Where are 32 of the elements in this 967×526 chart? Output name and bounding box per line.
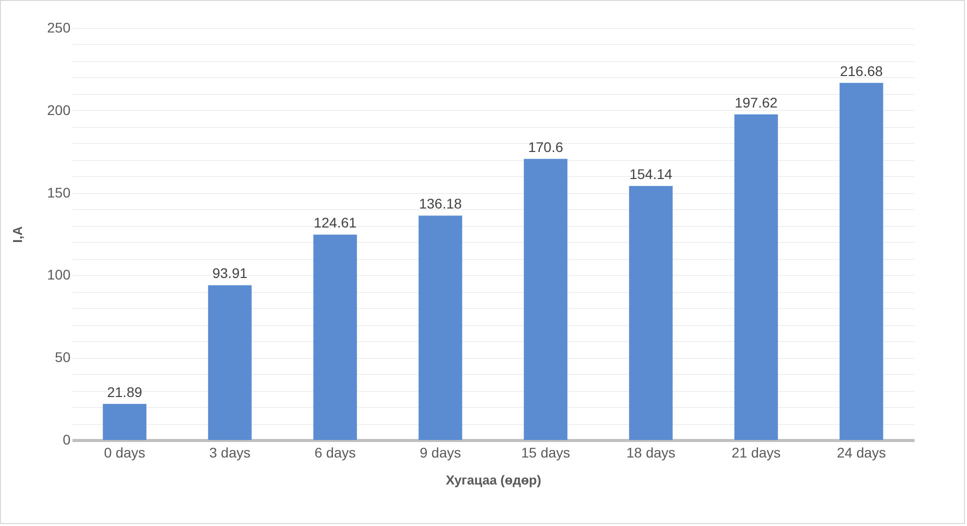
y-tick-label: 150 — [47, 184, 71, 200]
x-tick-label: 9 days — [420, 444, 461, 460]
data-label: 154.14 — [629, 166, 672, 182]
y-tick-label: 100 — [47, 266, 71, 283]
data-label: 21.89 — [107, 384, 142, 400]
x-tick-label: 3 days — [209, 444, 250, 460]
data-label: 93.91 — [212, 265, 248, 282]
x-tick-label: 15 days — [521, 444, 570, 460]
y-tick-label: 50 — [54, 349, 71, 366]
x-tick-label: 24 days — [836, 444, 886, 460]
x-tick-label: 0 days — [104, 444, 146, 460]
x-tick-label: 18 days — [626, 444, 676, 460]
bar — [629, 186, 673, 440]
bar — [208, 285, 252, 440]
bar — [840, 82, 884, 440]
x-tick-label: 21 days — [732, 444, 781, 460]
x-tick-label: 6 days — [314, 444, 356, 460]
data-label: 136.18 — [418, 196, 462, 212]
bar — [313, 234, 357, 440]
y-tick-label: 250 — [47, 20, 71, 36]
bar — [418, 216, 462, 440]
data-label: 216.68 — [840, 62, 883, 79]
data-label: 197.62 — [734, 94, 778, 110]
y-tick-label: 200 — [47, 102, 71, 118]
x-axis-title: Хугацаа (өдөр) — [446, 472, 542, 488]
bar — [524, 158, 568, 440]
data-label: 124.61 — [314, 214, 357, 231]
data-label: 170.6 — [528, 138, 564, 155]
y-axis-title: I,A — [10, 226, 26, 243]
bar — [734, 114, 778, 440]
bar — [102, 404, 146, 440]
y-tick-label: 0 — [62, 432, 71, 448]
